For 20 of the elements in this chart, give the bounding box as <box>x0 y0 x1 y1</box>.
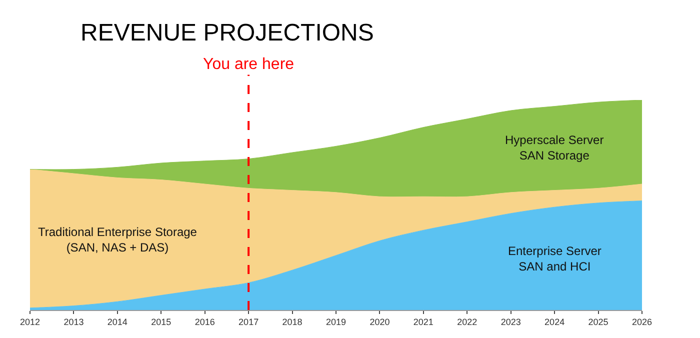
series-label: Enterprise Server SAN and HCI <box>508 244 602 274</box>
x-tick-label: 2016 <box>194 316 215 327</box>
chart-title: REVENUE PROJECTIONS <box>80 19 374 46</box>
series-label: Traditional Enterprise Storage (SAN, NAS + DAS) <box>38 225 198 255</box>
x-tick-label: 2023 <box>500 316 521 327</box>
x-tick-label: 2019 <box>326 316 346 327</box>
x-tick-label: 2022 <box>457 316 478 327</box>
x-tick-label: 2014 <box>107 316 128 327</box>
x-tick-label: 2012 <box>20 316 40 327</box>
x-tick-label: 2026 <box>632 316 652 327</box>
x-tick-label: 2018 <box>282 316 302 327</box>
x-tick-label: 2015 <box>151 316 172 327</box>
x-tick-label: 2017 <box>238 316 259 327</box>
series-label: Hyperscale Server SAN Storage <box>505 133 604 163</box>
x-tick-label: 2020 <box>370 316 390 327</box>
x-tick-label: 2013 <box>64 316 84 327</box>
ref-line-label: You are here <box>203 56 294 73</box>
x-tick-label: 2025 <box>588 316 608 327</box>
x-tick-label: 2021 <box>413 316 434 327</box>
x-tick-label: 2024 <box>544 316 565 327</box>
